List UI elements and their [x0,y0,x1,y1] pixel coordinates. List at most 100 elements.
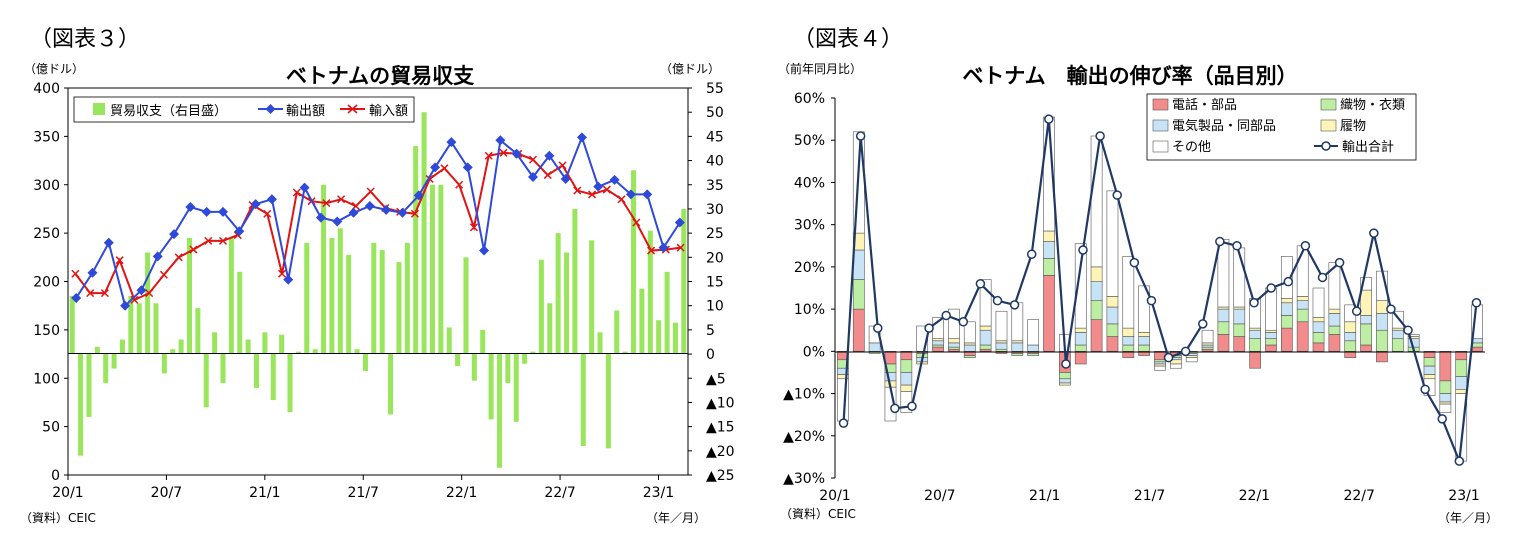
bar-segment-other [1407,334,1420,337]
exports-marker [625,189,636,200]
bar-segment-textile [1455,359,1468,377]
bar-segment-shoes [1185,355,1198,358]
balance-bar [228,237,234,355]
x-axis-ticks: 20/1 20/7 21/1 21/7 22/1 22/7 23/1 [819,488,1479,504]
balance-bar [220,354,226,384]
exports-marker [185,202,196,213]
balance-bar [530,351,536,355]
balance-bar [496,354,502,468]
balance-bar [589,240,595,355]
total-marker [1009,300,1020,310]
bar-segment-appliance [1043,241,1055,259]
imports-marker [292,188,301,197]
x-tick-label: 21/1 [249,485,280,501]
balance-bar [463,257,469,355]
bar-segment-other [1391,310,1404,329]
bar-segment-shoes [1122,327,1135,337]
exports-marker [169,229,180,240]
balance-bar [354,349,360,355]
total-marker [975,279,986,289]
total-marker [1112,190,1122,200]
total-marker [1198,319,1208,329]
balance-bar [287,354,293,413]
exports-marker [495,135,506,146]
imports-marker [174,253,183,262]
balance-bar [186,237,192,355]
left-tick-label: 350 [33,129,60,145]
balance-bar [295,351,301,355]
exports-marker [348,207,359,218]
left-axis-unit: （億ドル） [24,62,84,76]
y-tick-label: 10% [794,302,825,318]
x-tick-label: 20/1 [819,488,850,504]
exports-marker [462,162,473,173]
imports-marker [159,270,168,279]
bar-segment-appliance [1106,306,1119,325]
balance-bar [555,233,561,355]
imports-marker [71,269,80,278]
exports-marker [87,267,98,278]
bar-segment-shoes [995,340,1008,344]
bar-segment-shoes [1280,298,1293,304]
exports-marker [332,216,343,227]
bar-segment-appliance [1391,329,1404,339]
balance-bar [195,308,201,355]
balance-bar [631,170,637,355]
bar-segment-elec [1312,342,1325,352]
bar-segment-appliance [1423,365,1436,375]
bar-segment-textile [852,279,865,310]
balance-bar [379,250,385,355]
bar-segment-elec [1201,348,1214,352]
right-tick-label: 40 [706,154,724,170]
total-marker [1403,325,1413,335]
bar-segment-textile [1027,353,1040,356]
total-marker [1163,352,1174,363]
imports-marker [189,245,198,254]
balance-bar [329,237,335,355]
bar-segment-textile [1391,338,1404,352]
balance-bar [212,332,218,355]
imports-marker [543,171,552,180]
exports-marker [446,137,457,148]
legend-bar-swatch [93,103,105,115]
imports-marker [145,289,154,298]
exports-marker [71,292,82,303]
x-tick-label: 22/7 [1343,488,1374,504]
legend-shoes: 履物 [1340,119,1366,134]
total-marker [1283,276,1294,287]
bar-segment-shoes [963,342,976,346]
y-tick-label: 40% [794,175,825,191]
bar-segment-elec [900,351,913,361]
y-tick-label: 50% [794,133,825,149]
balance-bar [396,262,402,355]
exports-marker [120,300,131,311]
exports-marker [364,201,375,212]
balance-bar [421,112,427,355]
plot-frame [67,87,689,476]
bar-segment-textile [1265,338,1277,346]
bar-segment-appliance [900,372,913,386]
right-tick-label: ▲5 [706,371,726,387]
bar-segment-shoes [1376,300,1388,314]
bar-segment-shoes [1074,327,1087,333]
y-tick-label: ▲30% [783,471,825,487]
balance-bar [128,296,134,355]
bar-segment-textile [948,346,960,350]
source-note: （資料）CEIC [780,507,856,521]
bar-segment-other [1439,403,1452,413]
total-marker [1317,272,1328,283]
bar-segment-shoes [1328,308,1341,314]
bar-segment-textile [995,348,1008,352]
x-tick-label: 21/7 [348,485,379,501]
balance-bar [429,184,435,355]
balance-bar [471,354,477,381]
total-marker [1369,228,1379,238]
balance-bar [622,351,628,355]
bar-segment-appliance [1090,281,1103,301]
bar-segment-shoes [1360,289,1372,316]
total-marker [1386,304,1396,314]
exports-marker [430,162,441,173]
bar-segment-other [1201,329,1214,344]
bar-segment-other [979,279,992,327]
left-tick-label: 50 [42,420,60,436]
